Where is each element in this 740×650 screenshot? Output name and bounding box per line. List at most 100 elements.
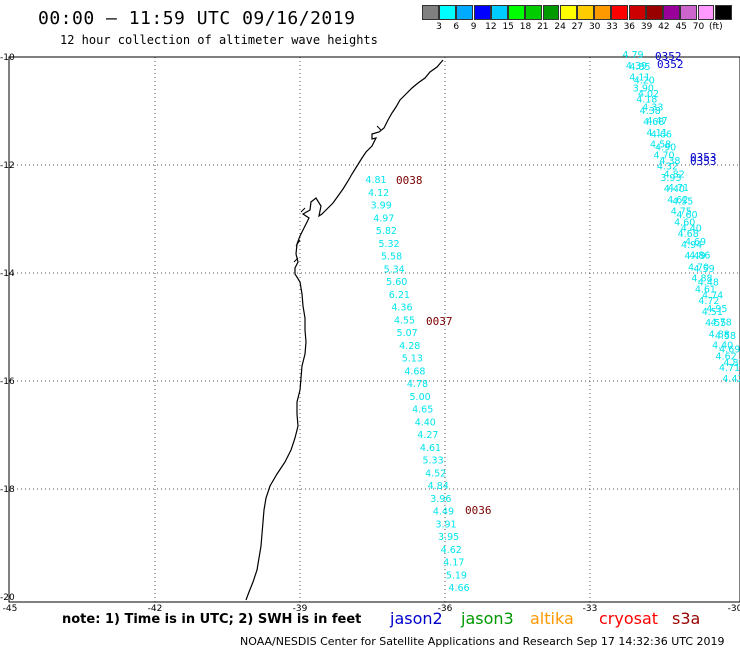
wave-height-value: 4.66 (651, 129, 672, 140)
lat-tick-label: -20 (0, 593, 15, 603)
wave-height-value: 4.48 (698, 277, 719, 288)
legend-swatch (559, 5, 577, 20)
wave-height-value: 4.78 (711, 318, 732, 329)
lon-tick-label: -36 (438, 604, 453, 614)
wave-height-value: 4.38 (640, 106, 661, 117)
credit-line: NOAA/NESDIS Center for Satellite Applica… (240, 635, 725, 648)
grid-lines (9, 56, 740, 602)
coastline (245, 59, 444, 601)
lat-tick-label: -16 (0, 377, 15, 387)
wave-height-value: 4.33 (642, 102, 663, 113)
axis-labels: -10 -12 -14 -16 -18 -20-45 -42 -39 -36 -33 -30 (0, 53, 740, 614)
legend-swatch (525, 5, 543, 20)
wave-height-value: 4.88 (709, 329, 730, 340)
map-title: 00:00 — 11:59 UTC 09/16/2019 (38, 8, 356, 29)
wave-height-value: 4.47 (647, 116, 668, 127)
lon-tick-label: -39 (293, 604, 308, 614)
wave-height-value: 4.40 (712, 340, 733, 351)
wave-height-value: 4.40 (415, 417, 436, 428)
wave-height-value: 4.42 (722, 374, 740, 385)
wave-height-value: 3.93 (660, 173, 681, 184)
wave-height-value: 4.69 (719, 345, 740, 356)
wave-height-value: 4.72 (698, 296, 719, 307)
satellite-jason2: jason2 (390, 609, 443, 628)
wave-height-value: 4.84 (428, 481, 449, 492)
wave-height-value: 4.20 (634, 75, 655, 86)
legend-tick-label: 9 (470, 22, 477, 32)
wave-height-value: 4.28 (399, 341, 420, 352)
wave-height-value: 6.21 (389, 290, 410, 301)
legend-swatch (645, 5, 663, 20)
legend-tick-label: 33 (606, 22, 618, 32)
legend-tick-label: 21 (537, 22, 549, 32)
wave-height-value: 4.62 (716, 352, 737, 363)
wave-height-value: 4.65 (412, 405, 433, 416)
map-frame (8, 56, 740, 603)
wave-height-value: 4.81 (365, 175, 386, 186)
legend-tick-label: 70 (692, 22, 705, 32)
wave-height-value: 4.70 (653, 151, 674, 162)
wave-height-value: 4.62 (667, 195, 688, 206)
wave-height-value: 5.00 (410, 392, 431, 403)
legend-swatch (628, 5, 646, 20)
wave-height-value: 5.60 (386, 277, 407, 288)
lon-tick-label: -30 (728, 604, 740, 614)
wave-height-value: 4.75 (671, 206, 692, 217)
wave-height-value: 4.55 (672, 197, 693, 208)
wave-height-value: 4.32 (657, 162, 678, 173)
wave-height-value: 4.71 (719, 363, 740, 374)
wave-height-value: 5.58 (381, 252, 402, 263)
lat-tick-label: -12 (0, 161, 15, 171)
wave-height-value: 4.39 (626, 61, 647, 72)
wave-height-value: 4.62 (441, 545, 462, 556)
legend-tick-label: 36 (623, 22, 636, 32)
legend-swatch (576, 5, 594, 20)
wave-height-value: 4.18 (636, 95, 657, 106)
wave-height-value: 4.02 (638, 89, 659, 100)
pass-label-0038: 0038 (396, 174, 423, 187)
pass-label-0352b: 0352 (657, 58, 684, 71)
wave-height-value: 4.58 (715, 331, 736, 342)
lon-tick-label: -33 (583, 604, 598, 614)
wave-height-value: 3.99 (371, 201, 392, 212)
legend-tick-label: 30 (588, 22, 601, 32)
wave-height-value: 4.40 (664, 184, 685, 195)
wave-height-value: 5.13 (402, 354, 423, 365)
legend-swatch (697, 5, 715, 20)
pass-label-0352a: 0352 (655, 50, 682, 63)
wave-height-value: 4.36 (391, 303, 412, 314)
wave-height-value: 4.49 (684, 251, 705, 262)
island-detail (293, 125, 382, 263)
satellite-altika: altika (530, 609, 574, 628)
wave-height-value: 4.82 (664, 170, 685, 181)
satellite-cryosat: cryosat (599, 609, 659, 628)
pass-label-0036: 0036 (465, 504, 492, 517)
legend-swatch (508, 5, 526, 20)
legend-swatch (663, 5, 680, 20)
wave-height-value: 4.85 (629, 62, 650, 73)
wave-height-value: 5.07 (397, 328, 418, 339)
wave-height-value: 4.40 (681, 223, 702, 234)
wave-height-value: 4.95 (706, 304, 727, 315)
legend-tick-label: 3 (436, 22, 442, 32)
legend-swatch (439, 5, 457, 20)
pass-label-0353b: 0353 (690, 155, 717, 168)
legend-tick-label: 18 (519, 22, 532, 32)
wave-height-value: 4.83 (723, 358, 740, 369)
wave-height-value: 4.71 (668, 183, 689, 194)
legend-swatch (490, 5, 508, 20)
legend-tick-label: 15 (502, 22, 514, 32)
wave-height-value: 4.68 (678, 229, 699, 240)
wave-height-value: 4.86 (689, 250, 710, 261)
pass-label-0037: 0037 (426, 315, 453, 328)
legend-swatch (680, 5, 698, 20)
wave-height-value: 4.17 (443, 558, 464, 569)
satellite-track-east: 4.794.394.113.904.184.384.684.114.584.70… (622, 50, 740, 385)
wave-height-value: 5.33 (422, 456, 443, 467)
wave-height-value: 4.59 (694, 264, 715, 275)
wave-height-value: 4.78 (407, 379, 428, 390)
legend-swatch (542, 5, 560, 20)
wave-height-value: 4.60 (676, 210, 697, 221)
wave-height-value: 4.52 (425, 468, 446, 479)
